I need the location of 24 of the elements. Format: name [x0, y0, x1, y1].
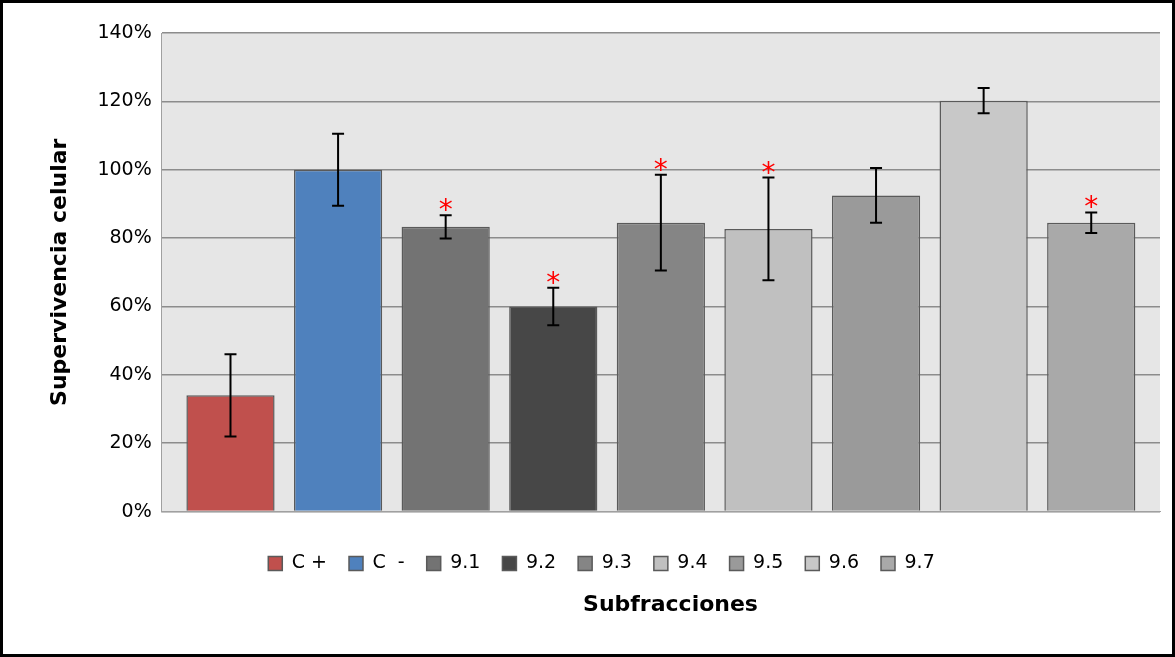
legend-label: 9.2	[525, 550, 557, 573]
legend-label: 9.7	[904, 550, 935, 573]
legend-label: 9.6	[828, 550, 860, 573]
legend-label: 9.5	[753, 550, 784, 573]
y-axis-title: Supervivencia celular	[45, 138, 71, 406]
y-tick-label: 0%	[121, 498, 152, 521]
y-tick-label: 120%	[97, 88, 152, 111]
data-label: *	[761, 155, 776, 189]
legend-label: 9.1	[450, 550, 481, 573]
legend-label: 9.3	[601, 550, 632, 573]
y-tick-label: 40%	[109, 361, 152, 384]
y-tick-label: 60%	[109, 293, 152, 316]
data-label: *	[1084, 190, 1099, 224]
y-tick-label: 140%	[97, 19, 152, 42]
data-label: *	[546, 265, 561, 299]
data-label: *	[438, 193, 453, 227]
legend-label: C +	[291, 550, 328, 573]
x-axis-title: Subfracciones	[582, 591, 759, 616]
legend-label: C -	[372, 550, 405, 573]
legend-label: 9.4	[677, 550, 708, 573]
y-tick-label: 20%	[109, 430, 152, 453]
y-tick-label: 80%	[109, 225, 152, 248]
y-tick-label: 100%	[97, 156, 152, 179]
data-label: *	[653, 152, 668, 186]
